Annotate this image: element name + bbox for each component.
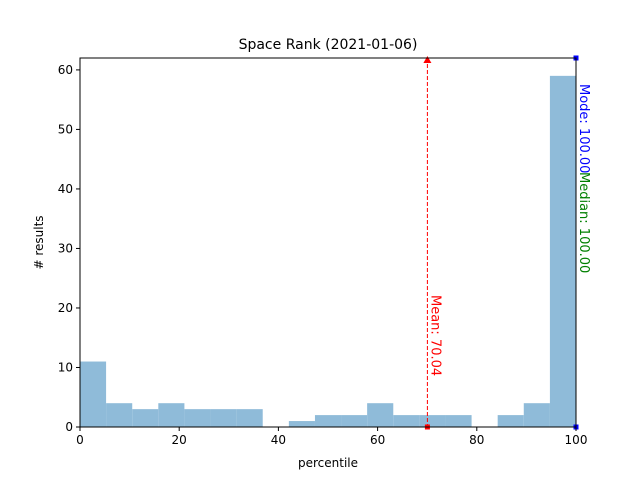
x-axis-ticks: 0 20 40 60 80 100 [76, 427, 587, 447]
histogram-bar [184, 409, 211, 427]
mean-label: Mean: 70.04 [427, 295, 442, 376]
y-axis-ticks: 0 10 20 30 40 50 60 [58, 63, 80, 434]
y-tick-label: 40 [58, 182, 73, 196]
y-tick-label: 20 [58, 301, 73, 315]
histogram-bar [106, 403, 133, 427]
x-tick-label: 80 [469, 433, 484, 447]
chart-title: Space Rank (2021-01-06) [239, 37, 418, 53]
x-tick-label: 0 [76, 433, 84, 447]
y-tick-label: 60 [58, 63, 73, 77]
x-axis-label: percentile [298, 456, 358, 470]
x-tick-label: 100 [565, 433, 588, 447]
y-tick-label: 10 [58, 360, 73, 374]
histogram-bar [497, 415, 524, 427]
y-axis-label: # results [32, 215, 46, 269]
x-tick-label: 20 [172, 433, 187, 447]
histogram-bar [132, 409, 159, 427]
histogram-bar [549, 75, 576, 428]
histogram-bar [367, 403, 394, 427]
histogram-bar [341, 415, 368, 427]
y-tick-label: 0 [65, 420, 73, 434]
histogram-bar [445, 415, 472, 427]
x-tick-label: 60 [370, 433, 385, 447]
histogram-bar [158, 403, 185, 427]
histogram-bar [210, 409, 237, 427]
histogram-bar [523, 403, 550, 427]
histogram-bar [236, 409, 263, 427]
mean-marker-top [423, 56, 432, 63]
x-tick-label: 40 [271, 433, 286, 447]
histogram-bar [419, 415, 446, 427]
bars-group [80, 75, 576, 428]
y-tick-label: 30 [58, 241, 73, 255]
histogram-bar [288, 421, 315, 427]
plot-frame [79, 57, 577, 428]
histogram-bar [314, 415, 342, 427]
mode-label: Mode: 100.00 [576, 84, 591, 173]
histogram-bar [80, 361, 107, 427]
y-tick-label: 50 [58, 122, 73, 136]
histogram-bar [393, 415, 420, 427]
median-label: Median: 100.00 [576, 172, 591, 273]
